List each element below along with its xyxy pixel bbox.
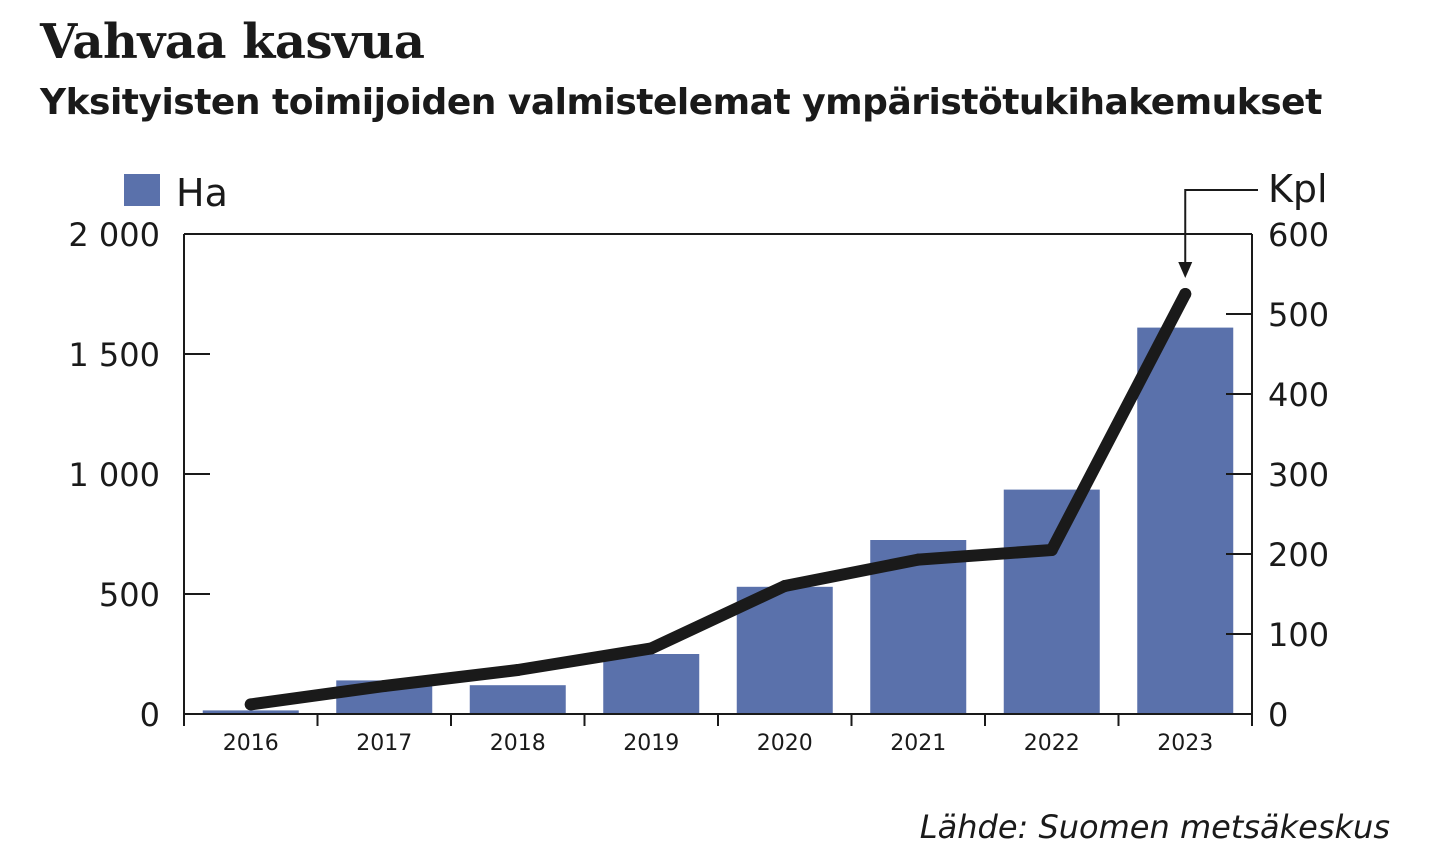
line-point-2016 <box>244 698 257 711</box>
chart-subtitle: Yksityisten toimijoiden valmistelemat ym… <box>40 82 1322 123</box>
line-layer <box>244 288 1192 711</box>
pointer-arrowhead <box>1178 262 1193 278</box>
right-tick-label: 400 <box>1268 376 1329 414</box>
left-tick-label: 0 <box>140 696 160 734</box>
right-tick-label: 200 <box>1268 536 1329 574</box>
line-point-2018 <box>511 664 524 676</box>
right-tick-label: 500 <box>1268 296 1329 334</box>
right-tick-label: 300 <box>1268 456 1329 494</box>
legend-label-ha: Ha <box>176 171 228 215</box>
legend-swatch-ha <box>124 174 160 206</box>
line-point-2022 <box>1045 544 1058 556</box>
line-point-2017 <box>378 680 391 692</box>
line-point-2020 <box>778 580 791 592</box>
right-tick-label: 100 <box>1268 616 1329 654</box>
bar-2016 <box>202 710 299 714</box>
x-tick-label: 2018 <box>490 731 546 756</box>
x-tick-label: 2023 <box>1157 731 1213 756</box>
axes-layer <box>183 233 1253 726</box>
x-tick-label: 2022 <box>1024 731 1080 756</box>
source-note: Lähde: Suomen metsäkeskus <box>919 808 1390 846</box>
line-series <box>244 288 1192 711</box>
chart-title: Vahvaa kasvua <box>40 14 425 70</box>
bar-2023 <box>1137 327 1234 714</box>
right-tick-label: 0 <box>1268 696 1288 734</box>
bar-2022 <box>1003 489 1100 714</box>
x-tick-label: 2017 <box>356 731 412 756</box>
line-point-2023 <box>1179 288 1192 300</box>
left-tick-label: 1 000 <box>68 456 160 494</box>
bar-2018 <box>469 685 566 714</box>
line-point-2019 <box>645 642 658 655</box>
x-tick-label: 2019 <box>623 731 679 756</box>
right-tick-label: 600 <box>1268 216 1329 254</box>
bar-2020 <box>736 586 833 714</box>
right-axis-title: Kpl <box>1268 167 1328 211</box>
pointer-line <box>1184 189 1258 264</box>
x-tick-label: 2021 <box>890 731 946 756</box>
left-tick-label: 2 000 <box>68 216 160 254</box>
legend: Ha <box>124 171 228 215</box>
bars-layer <box>202 327 1234 714</box>
x-tick-label: 2020 <box>757 731 813 756</box>
x-tick-label: 2016 <box>223 731 279 756</box>
left-tick-label: 1 500 <box>68 336 160 374</box>
line-point-2021 <box>912 553 925 566</box>
left-tick-label: 500 <box>99 576 160 614</box>
labels-layer: 0 500 1 000 1 500 2 000 0 100 200 300 400 500 600 20… <box>68 167 1329 756</box>
bar-2019 <box>603 654 700 714</box>
